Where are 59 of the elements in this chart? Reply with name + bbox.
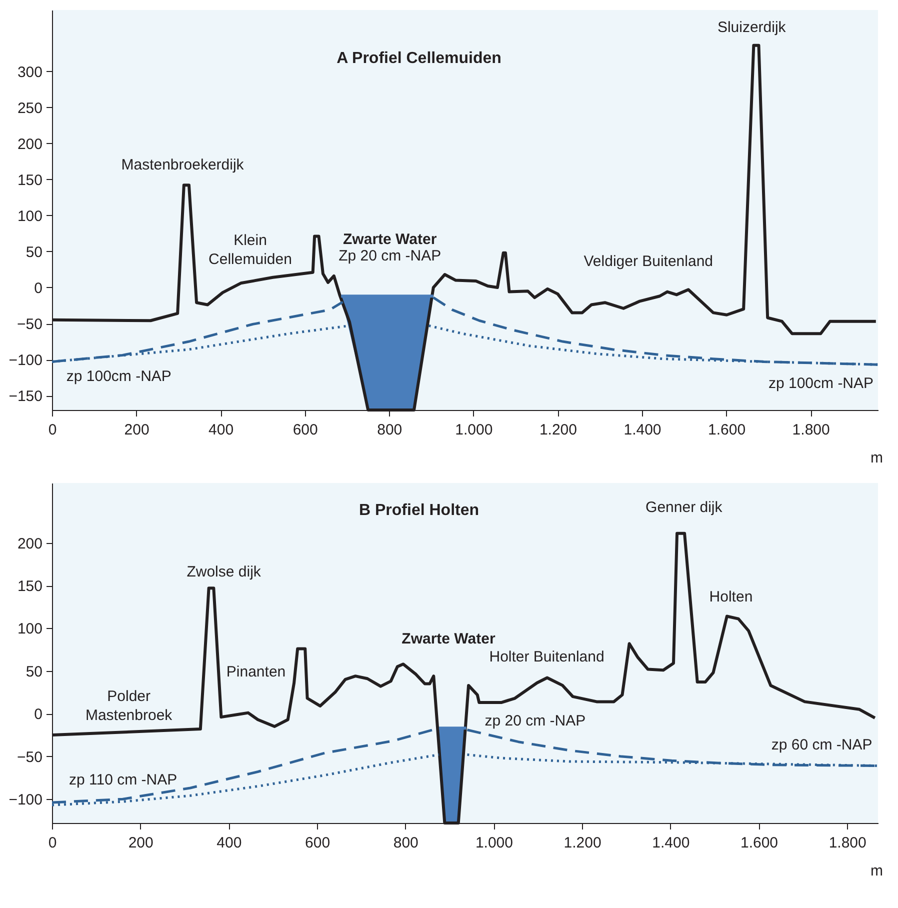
y-tick-label: −50 — [17, 316, 42, 334]
annotation: Pinanten — [226, 664, 286, 681]
y-tick-label: 100 — [17, 208, 42, 225]
x-tick-label: 600 — [292, 422, 318, 438]
y-tick-label: 50 — [26, 663, 42, 680]
x-tick-label: 0 — [48, 422, 57, 438]
x-tick-label: 1.800 — [792, 422, 830, 438]
x-tick-label: 1.400 — [624, 422, 662, 438]
x-axis-title: m — [870, 862, 883, 880]
annotation: Mastenbroekerdijk — [121, 156, 244, 174]
annotation: Polder Mastenbroek — [85, 688, 173, 724]
x-tick-label: 0 — [48, 834, 57, 852]
x-tick-label: 800 — [377, 422, 402, 438]
y-tick-label: 0 — [34, 280, 42, 297]
annotation: Zp 20 cm -NAP — [338, 248, 442, 265]
x-tick-label: 400 — [208, 422, 234, 438]
y-tick-label: −150 — [8, 388, 42, 406]
x-tick-label: 1.000 — [475, 834, 513, 852]
x-tick-label: 1.800 — [828, 834, 866, 852]
x-tick-label: 1.200 — [539, 422, 577, 438]
x-tick-label: 200 — [128, 834, 154, 852]
x-tick-label: 800 — [393, 834, 418, 852]
annotation: zp 100cm -NAP — [768, 375, 874, 392]
annotation: Zwolse dijk — [186, 564, 262, 581]
y-tick-label: 0 — [34, 706, 42, 724]
y-tick-label: 150 — [17, 578, 42, 596]
y-tick-label: 250 — [17, 100, 42, 117]
annotation: zp 100cm -NAP — [66, 368, 172, 385]
x-tick-label: 1.200 — [564, 834, 602, 852]
text: A Profiel Cellemuiden — [336, 50, 502, 67]
y-tick-label: −100 — [8, 352, 42, 370]
x-tick-label: 400 — [216, 834, 242, 852]
annotation: Sluizerdijk — [717, 19, 786, 36]
annotation: Klein Cellemuiden — [208, 232, 292, 268]
annotation: Zwarte Water — [343, 231, 437, 248]
y-tick-label: −50 — [17, 748, 42, 766]
annotation: Zwarte Water — [402, 630, 496, 648]
y-tick-label: 200 — [17, 136, 42, 153]
annotation: zp 60 cm -NAP — [771, 736, 872, 754]
x-tick-label: 1.000 — [455, 422, 493, 438]
x-tick-label: 200 — [124, 422, 150, 438]
x-tick-label: 1.600 — [740, 834, 778, 852]
annotation: Holter Buitenland — [489, 648, 604, 666]
annotation: zp 20 cm -NAP — [484, 712, 586, 730]
x-axis-title: m — [870, 450, 883, 466]
x-tick-label: 600 — [305, 834, 330, 852]
y-tick-label: 150 — [17, 172, 42, 189]
annotation: Veldiger Buitenland — [584, 252, 714, 270]
y-tick-label: 100 — [17, 620, 42, 638]
annotation: zp 110 cm -NAP — [68, 771, 178, 788]
x-tick-label: 1.600 — [708, 422, 746, 438]
y-tick-label: −100 — [8, 792, 42, 809]
y-tick-label: 50 — [26, 244, 42, 261]
annotation: Holten — [709, 588, 753, 606]
x-tick-label: 1.400 — [652, 834, 690, 852]
text: B Profiel Holten — [358, 502, 480, 520]
annotation: Genner dijk — [646, 498, 723, 516]
y-tick-label: 200 — [17, 535, 42, 552]
y-tick-label: 300 — [17, 64, 42, 81]
